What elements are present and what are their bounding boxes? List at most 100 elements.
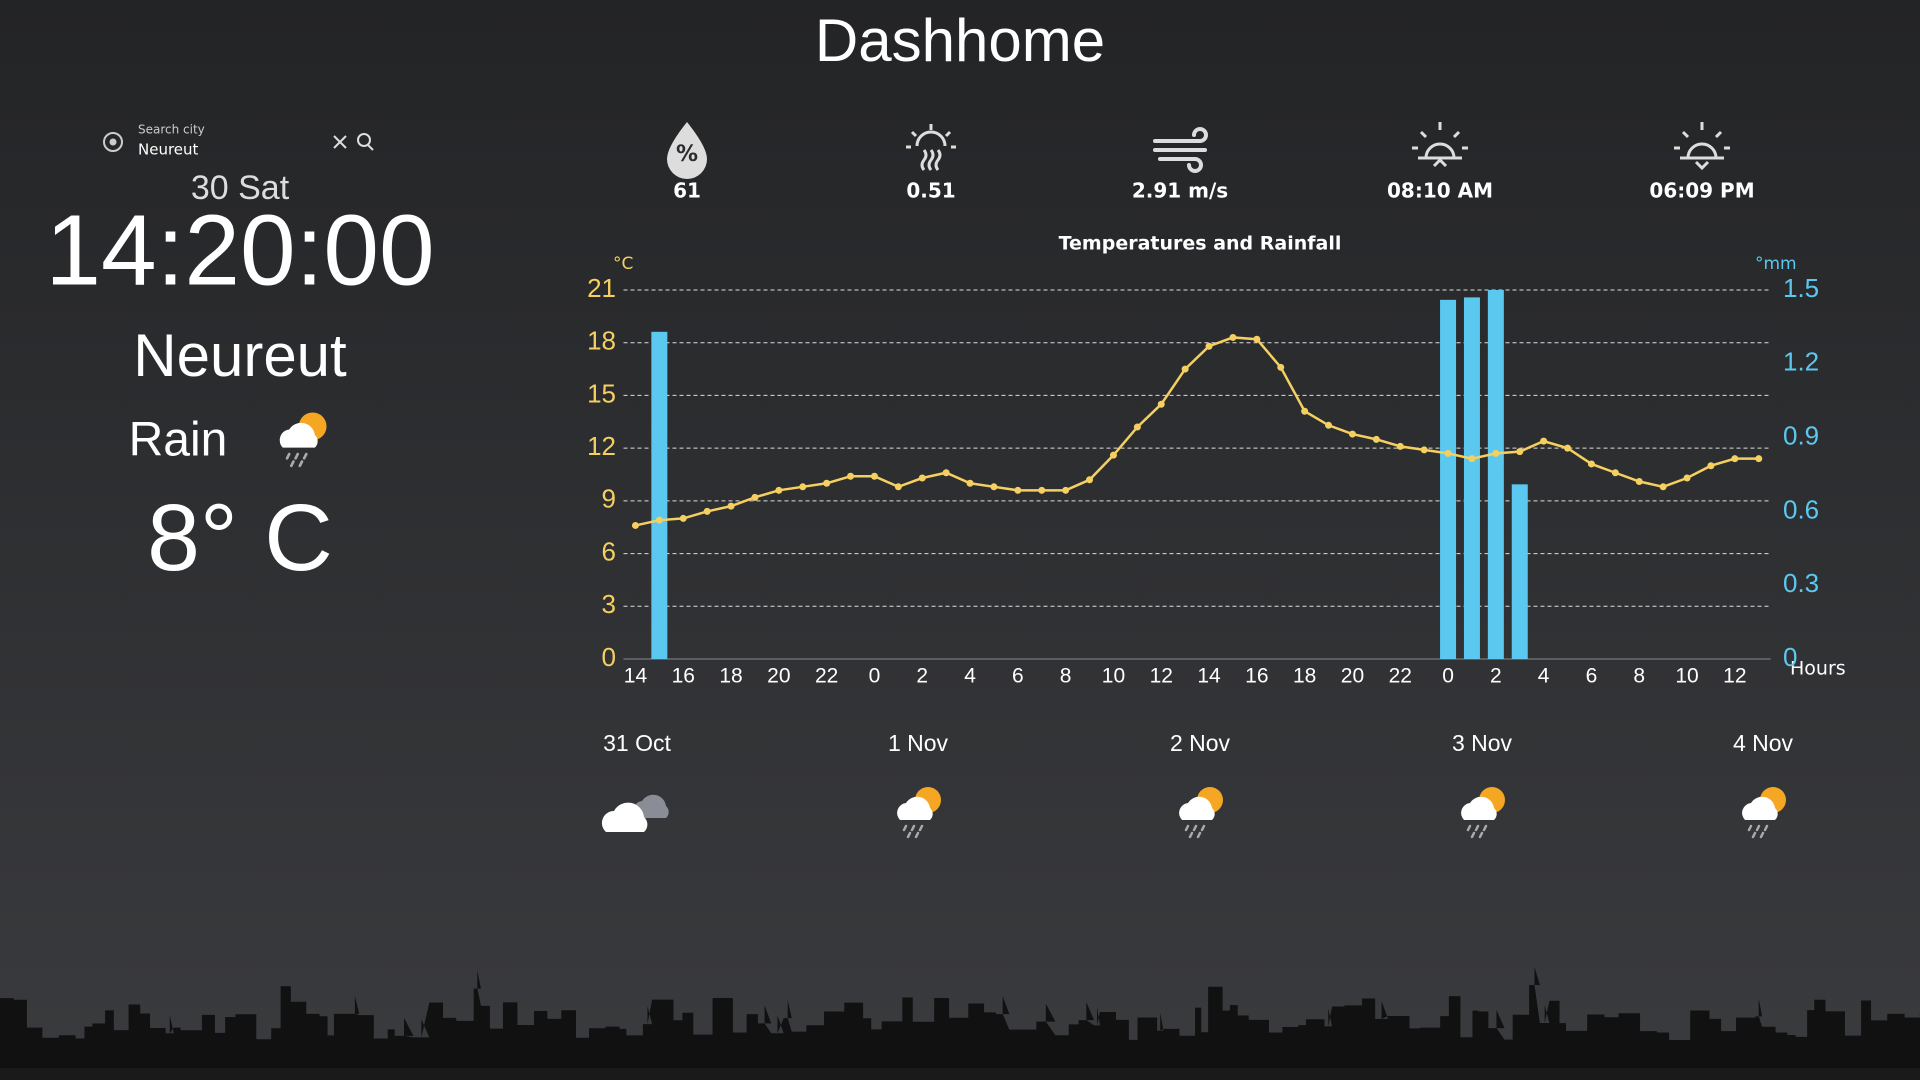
city-name: Neureut xyxy=(133,322,347,389)
current-date: 30 Sat xyxy=(191,169,290,207)
x-tick-label: 6 xyxy=(1012,665,1024,688)
y-tick-label: 6 xyxy=(602,536,616,566)
y-tick-label: 18 xyxy=(587,326,616,356)
temperature-point xyxy=(1277,363,1285,371)
temperature-line xyxy=(635,336,1759,527)
y-tick-label: 3 xyxy=(602,589,616,619)
condition-icon xyxy=(278,411,328,468)
current-time: 14:20:00 xyxy=(45,194,434,306)
x-tick-label: 16 xyxy=(1245,665,1268,688)
search-button[interactable] xyxy=(357,133,374,151)
x-tick-label: 14 xyxy=(1197,665,1221,688)
x-tick-label: 4 xyxy=(1538,665,1550,688)
forecast-date: 31 Oct xyxy=(603,730,671,756)
forecast-date: 1 Nov xyxy=(888,730,949,756)
y-unit: °C xyxy=(613,254,633,274)
temperature-point xyxy=(1253,335,1261,343)
x-tick-label: 8 xyxy=(1060,665,1072,688)
y-tick-label: 21 xyxy=(587,273,616,303)
y2-tick-label: 0.6 xyxy=(1783,494,1819,524)
y-tick-label: 9 xyxy=(602,484,616,514)
temperature-point xyxy=(1205,342,1213,350)
temperature-point xyxy=(1038,486,1046,494)
temperature-point xyxy=(823,479,831,487)
x-tick-label: 2 xyxy=(1490,665,1502,688)
humidity: 61 xyxy=(673,179,701,203)
temperature-point xyxy=(894,483,902,491)
chart-title: Temperatures and Rainfall xyxy=(1059,233,1342,255)
pressure: 0.51 xyxy=(906,179,955,203)
temperature-point xyxy=(1683,474,1691,482)
sunrise: 08:10 AM xyxy=(1387,179,1493,203)
forecast: 31 Oct 1 Nov 2 Nov 3 Nov 4 Nov xyxy=(603,730,1793,756)
y-tick-label: 15 xyxy=(587,378,616,408)
x-tick-label: 2 xyxy=(916,665,928,688)
y2-tick-label: 0.9 xyxy=(1783,420,1819,450)
x-tick-label: 8 xyxy=(1633,665,1645,688)
forecast-icon xyxy=(601,794,669,832)
temperature-point xyxy=(990,483,998,491)
x-tick-label: 14 xyxy=(624,665,648,688)
locate-icon[interactable] xyxy=(103,132,123,152)
temperature-point xyxy=(631,521,639,529)
temperature-point xyxy=(1659,483,1667,491)
x-tick-label: 22 xyxy=(1389,665,1412,688)
humidity-icon xyxy=(667,122,707,179)
forecast-date: 2 Nov xyxy=(1170,730,1231,756)
temperature-point xyxy=(1516,448,1524,456)
x-tick-label: 20 xyxy=(1341,665,1364,688)
rain-bar xyxy=(651,331,668,659)
current-temperature: 8° C xyxy=(147,485,333,591)
stat-icons: % xyxy=(667,122,1730,179)
sunset: 06:09 PM xyxy=(1649,179,1754,203)
rain-bar xyxy=(1487,290,1504,659)
x-tick-label: 10 xyxy=(1102,665,1125,688)
x-tick-label: 12 xyxy=(1723,665,1746,688)
temperature-point xyxy=(942,469,950,477)
x-tick-label: 6 xyxy=(1586,665,1598,688)
wind-icon xyxy=(1153,127,1208,173)
x-tick-label: 10 xyxy=(1675,665,1698,688)
y2-unit: °mm xyxy=(1755,254,1797,274)
app-title: Dashhome xyxy=(815,7,1105,74)
locate-icon-dot xyxy=(109,138,117,146)
temperature-point xyxy=(1348,430,1356,438)
forecast-date: 4 Nov xyxy=(1733,730,1794,756)
temperature-point xyxy=(1540,437,1548,445)
temperature-point xyxy=(1468,455,1476,463)
search-input[interactable]: Neureut xyxy=(138,141,199,159)
temperature-point xyxy=(1420,446,1428,454)
search-box[interactable]: Search city Neureut xyxy=(103,123,374,159)
y2-tick-label: 0 xyxy=(1783,642,1797,672)
sunset-icon xyxy=(1674,122,1730,171)
temperature-point xyxy=(703,507,711,515)
temperature-point xyxy=(1707,462,1715,470)
rain-bar xyxy=(1511,484,1528,659)
condition: Rain xyxy=(129,414,228,467)
temperature-point xyxy=(655,516,663,524)
forecast-date: 3 Nov xyxy=(1452,730,1513,756)
y-tick-label: 0 xyxy=(602,642,616,672)
temperature-point xyxy=(1635,478,1643,486)
x-tick-label: 18 xyxy=(719,665,742,688)
x-tick-label: 0 xyxy=(1442,665,1454,688)
x-axis-label: Hours xyxy=(1790,658,1846,680)
temperature-point xyxy=(918,474,926,482)
temperature-point xyxy=(679,514,687,522)
temperature-point xyxy=(1181,365,1189,373)
stats: 61 0.51 2.91 m/s 08:10 AM 06:09 PM xyxy=(673,179,1755,203)
temperature-point xyxy=(870,472,878,480)
y2-tick-label: 1.5 xyxy=(1783,273,1819,303)
temperature-point xyxy=(1062,486,1070,494)
clear-button[interactable] xyxy=(333,135,347,149)
temperature-point xyxy=(847,472,855,480)
temperature-point xyxy=(727,502,735,510)
temperature-point xyxy=(1731,455,1739,463)
temperature-point xyxy=(751,493,759,501)
x-tick-label: 18 xyxy=(1293,665,1316,688)
forecast-icon xyxy=(1740,785,1788,839)
temperature-point xyxy=(1444,449,1452,457)
forecast-icon xyxy=(1459,785,1507,839)
temperature-point xyxy=(1587,460,1595,468)
